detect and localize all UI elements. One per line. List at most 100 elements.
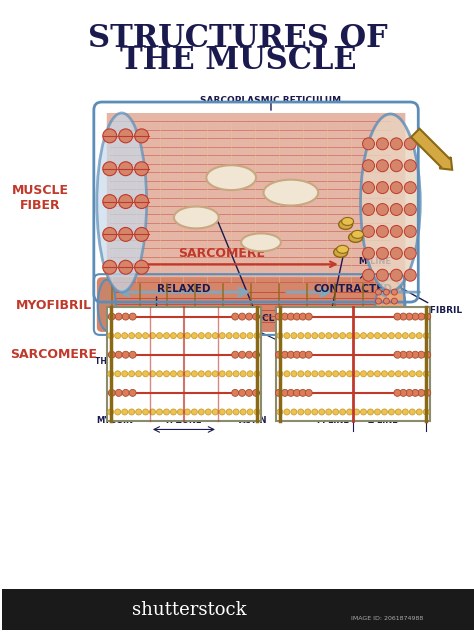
Circle shape: [418, 389, 425, 396]
Circle shape: [150, 332, 155, 339]
Circle shape: [300, 389, 306, 396]
Circle shape: [305, 371, 311, 377]
Ellipse shape: [338, 219, 353, 229]
Circle shape: [376, 181, 388, 193]
Circle shape: [103, 195, 117, 209]
Circle shape: [340, 332, 346, 339]
Circle shape: [129, 313, 136, 320]
Circle shape: [128, 332, 135, 339]
Circle shape: [205, 332, 211, 339]
Bar: [107, 307, 261, 422]
Circle shape: [122, 351, 129, 358]
Bar: [2, 588, 474, 631]
Circle shape: [184, 409, 191, 415]
Circle shape: [122, 332, 128, 339]
Circle shape: [156, 409, 163, 415]
Circle shape: [305, 332, 311, 339]
Circle shape: [326, 332, 332, 339]
Circle shape: [115, 313, 122, 320]
Circle shape: [287, 313, 294, 320]
Circle shape: [375, 289, 382, 295]
Circle shape: [376, 269, 388, 281]
Circle shape: [361, 409, 366, 415]
Circle shape: [406, 389, 413, 396]
Circle shape: [240, 409, 246, 415]
Circle shape: [171, 409, 176, 415]
Circle shape: [298, 409, 304, 415]
Ellipse shape: [342, 217, 354, 226]
Circle shape: [115, 389, 122, 396]
Circle shape: [418, 351, 425, 358]
Circle shape: [253, 313, 260, 320]
Circle shape: [354, 409, 360, 415]
Circle shape: [388, 409, 394, 415]
Circle shape: [143, 332, 148, 339]
Circle shape: [404, 204, 416, 216]
Circle shape: [391, 204, 402, 216]
Circle shape: [305, 313, 312, 320]
Circle shape: [412, 351, 419, 358]
Circle shape: [363, 269, 374, 281]
Ellipse shape: [337, 245, 348, 253]
Circle shape: [275, 351, 283, 358]
Circle shape: [108, 351, 115, 358]
Circle shape: [164, 332, 170, 339]
Circle shape: [293, 313, 301, 320]
Circle shape: [424, 351, 431, 358]
Circle shape: [291, 332, 297, 339]
Circle shape: [253, 389, 260, 396]
Circle shape: [376, 226, 388, 238]
Circle shape: [395, 371, 401, 377]
Circle shape: [367, 371, 374, 377]
Circle shape: [293, 389, 301, 396]
Circle shape: [277, 332, 283, 339]
Circle shape: [240, 371, 246, 377]
Circle shape: [404, 226, 416, 238]
Circle shape: [219, 371, 225, 377]
Circle shape: [346, 332, 353, 339]
Circle shape: [247, 371, 253, 377]
Circle shape: [404, 160, 416, 172]
Circle shape: [391, 181, 402, 193]
Circle shape: [284, 332, 290, 339]
Circle shape: [376, 247, 388, 259]
Circle shape: [122, 409, 128, 415]
Circle shape: [115, 409, 121, 415]
Circle shape: [410, 409, 415, 415]
Circle shape: [282, 351, 288, 358]
Text: MYOSIN
THICK FILAMENT: MYOSIN THICK FILAMENT: [95, 347, 168, 367]
Circle shape: [391, 138, 402, 150]
Circle shape: [171, 371, 176, 377]
Circle shape: [319, 371, 325, 377]
Circle shape: [136, 409, 142, 415]
Circle shape: [240, 332, 246, 339]
Circle shape: [156, 332, 163, 339]
Circle shape: [394, 313, 401, 320]
Circle shape: [108, 371, 114, 377]
Circle shape: [392, 316, 397, 322]
Circle shape: [374, 332, 381, 339]
Text: MYOFIBRIL: MYOFIBRIL: [16, 298, 92, 312]
Circle shape: [394, 351, 401, 358]
Circle shape: [282, 313, 288, 320]
Circle shape: [238, 389, 246, 396]
Circle shape: [254, 371, 260, 377]
Circle shape: [135, 129, 148, 143]
Circle shape: [129, 389, 136, 396]
Circle shape: [410, 332, 415, 339]
Circle shape: [122, 389, 129, 396]
Text: SARCOLEMMA: SARCOLEMMA: [121, 314, 192, 323]
Circle shape: [291, 371, 297, 377]
Circle shape: [287, 351, 294, 358]
Circle shape: [400, 389, 407, 396]
Text: ACTIN: ACTIN: [239, 416, 267, 425]
Circle shape: [333, 332, 338, 339]
Circle shape: [392, 298, 397, 304]
Circle shape: [135, 195, 148, 209]
Circle shape: [404, 269, 416, 281]
Text: Z LINE: Z LINE: [368, 416, 398, 425]
Circle shape: [383, 307, 390, 313]
Circle shape: [394, 389, 401, 396]
Circle shape: [404, 138, 416, 150]
Ellipse shape: [348, 233, 363, 242]
